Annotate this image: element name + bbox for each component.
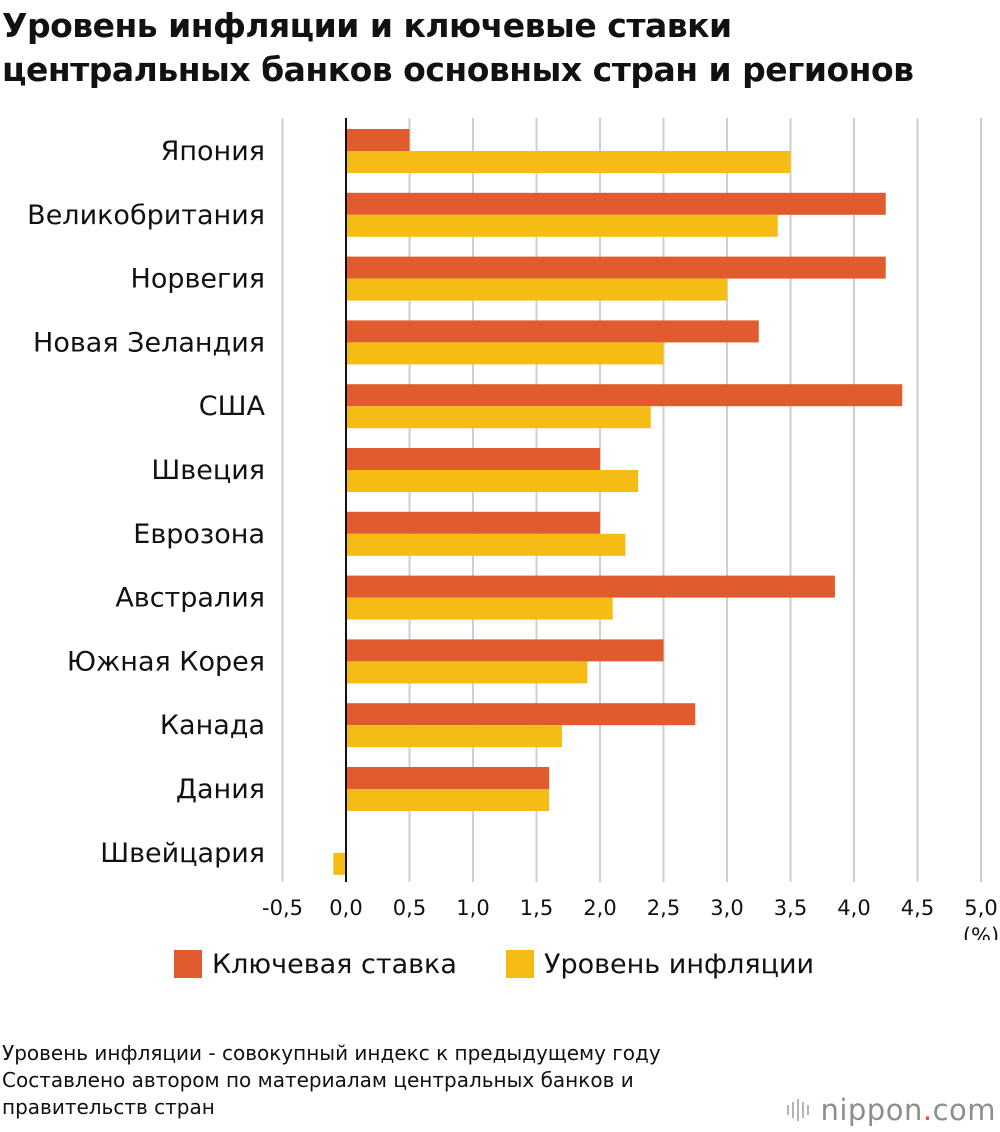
bar-key-rate-7 — [346, 575, 835, 598]
category-label-8: Южная Корея — [67, 646, 265, 677]
category-label-9: Канада — [160, 710, 265, 741]
bar-inflation-9 — [346, 725, 562, 748]
bar-key-rate-10 — [346, 767, 550, 789]
category-label-2: Норвегия — [131, 264, 265, 295]
bar-inflation-11 — [333, 852, 346, 875]
bar-key-rate-8 — [346, 639, 664, 662]
legend-item-inflation: Уровень инфляции — [506, 944, 814, 984]
category-label-10: Дания — [176, 774, 265, 805]
note-line-2: Составлено автором по материалам централ… — [2, 1068, 634, 1092]
bar-key-rate-0 — [346, 129, 410, 151]
x-tick-label-0: -0,5 — [262, 896, 303, 920]
category-label-7: Австралия — [115, 583, 265, 614]
bar-key-rate-1 — [346, 192, 886, 215]
bar-inflation-0 — [346, 151, 791, 173]
nippon-logo: nippon.com — [787, 1093, 996, 1127]
bar-inflation-5 — [346, 470, 639, 492]
x-tick-label-2: 0,5 — [393, 896, 426, 920]
category-label-0: Япония — [161, 136, 265, 167]
category-label-11: Швейцария — [100, 838, 265, 869]
bar-key-rate-3 — [346, 320, 759, 343]
bar-inflation-10 — [346, 789, 550, 811]
category-label-3: Новая Зеландия — [33, 327, 265, 358]
x-tick-label-4: 1,5 — [520, 896, 553, 920]
logo-name: nippon — [820, 1093, 923, 1127]
bar-inflation-4 — [346, 406, 651, 429]
legend-swatch-inflation — [506, 950, 534, 978]
legend-label-inflation: Уровень инфляции — [544, 948, 815, 980]
chart-title-line-2: центральных банков основных стран и реги… — [2, 50, 914, 89]
x-tick-label-5: 2,0 — [583, 896, 616, 920]
bar-inflation-7 — [346, 597, 613, 620]
category-label-5: Швеция — [151, 455, 265, 486]
legend-item-key-rate: Ключевая ставка — [174, 944, 457, 984]
x-tick-label-9: 4,0 — [837, 896, 870, 920]
category-label-6: Еврозона — [133, 519, 265, 550]
logo-dot: . — [922, 1093, 933, 1127]
x-tick-label-10: 4,5 — [901, 896, 934, 920]
chart-title: Уровень инфляции и ключевые ставки центр… — [2, 4, 998, 92]
x-tick-label-8: 3,5 — [774, 896, 807, 920]
legend-label-key-rate: Ключевая ставка — [212, 948, 457, 980]
bar-inflation-2 — [346, 278, 727, 301]
x-tick-label-11: 5,0 — [964, 896, 997, 920]
note-line-1: Уровень инфляции - совокупный индекс к п… — [2, 1041, 661, 1065]
bar-key-rate-5 — [346, 448, 600, 470]
bar-chart: Япония Великобритания Норвегия Новая Зеланд… — [27, 118, 999, 940]
chart-title-line-1: Уровень инфляции и ключевые ставки — [2, 6, 732, 45]
logo-bars-icon — [787, 1099, 812, 1121]
bar-key-rate-9 — [346, 703, 696, 726]
bar-key-rate-2 — [346, 256, 886, 279]
logo-text: nippon.com — [820, 1093, 996, 1127]
bar-inflation-3 — [346, 342, 664, 365]
category-label-4: США — [199, 391, 266, 422]
bar-key-rate-4 — [346, 384, 903, 407]
logo-domain: com — [932, 1093, 996, 1127]
chart-notes: Уровень инфляции - совокупный индекс к п… — [2, 1040, 762, 1121]
x-tick-label-3: 1,0 — [456, 896, 489, 920]
x-tick-label-7: 3,0 — [710, 896, 743, 920]
note-line-3: правительств стран — [2, 1095, 215, 1119]
bar-inflation-8 — [346, 661, 588, 684]
bar-inflation-6 — [346, 533, 626, 556]
legend: Ключевая ставка Уровень инфляции — [0, 944, 1000, 984]
bar-inflation-1 — [346, 214, 778, 237]
x-unit-label: (%) — [963, 924, 999, 940]
x-tick-label-6: 2,5 — [647, 896, 680, 920]
bar-key-rate-6 — [346, 511, 600, 534]
legend-swatch-key-rate — [174, 950, 202, 978]
category-label-1: Великобритания — [27, 200, 265, 231]
x-tick-label-1: 0,0 — [329, 896, 362, 920]
